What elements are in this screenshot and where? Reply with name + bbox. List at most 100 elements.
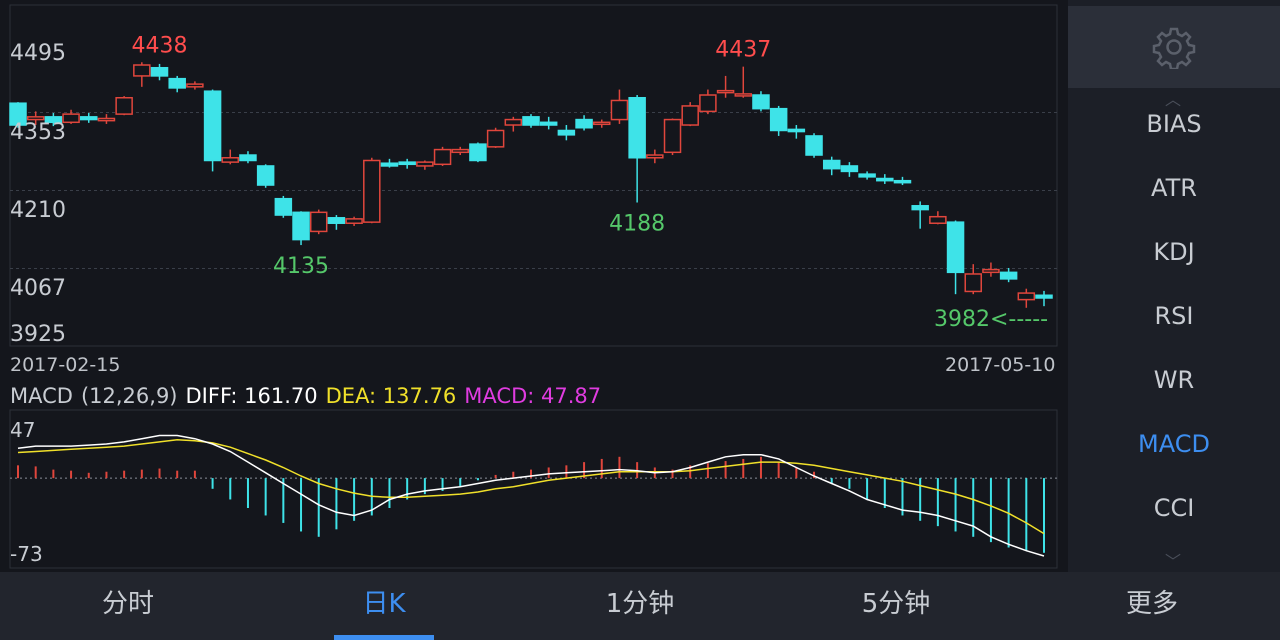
low-label-1: 4135 [273, 254, 329, 279]
candle-body [97, 117, 116, 122]
tab-timeshare[interactable]: 分时 [0, 572, 256, 640]
indicator-bias[interactable]: BIAS [1146, 110, 1202, 138]
candle-body [822, 159, 841, 170]
candle-body [1017, 292, 1036, 301]
active-tab-indicator [334, 635, 434, 640]
candle-body [964, 273, 982, 293]
candle-body [26, 116, 45, 121]
candle-body [840, 165, 859, 173]
dea-line [17, 438, 1045, 535]
candle-body [256, 165, 275, 186]
macd-title: MACD [10, 384, 73, 408]
candle-body [433, 148, 452, 166]
candle-body [469, 143, 487, 162]
diff-value: DIFF: 161.70 [185, 384, 318, 408]
kline-chart-area[interactable]: 4438 4135 4188 4437 3982<----- 4495 4353 421… [0, 0, 1068, 572]
chevron-down-icon[interactable]: ﹀ [1165, 552, 1182, 571]
diff-line [17, 434, 1045, 557]
candle-body [504, 118, 523, 126]
macd-axis-min: -73 [10, 542, 43, 566]
candle-body [398, 161, 416, 166]
candle-body [416, 161, 434, 167]
chevron-up-icon[interactable]: ︿ [1165, 90, 1182, 109]
high-label-2: 4437 [715, 38, 771, 63]
tab-more[interactable]: 更多 [1024, 572, 1280, 640]
indicator-sidebar [1068, 0, 1280, 572]
indicator-kdj[interactable]: KDJ [1153, 238, 1195, 266]
candle-body [345, 218, 363, 224]
start-date-label: 2017-02-15 [10, 354, 121, 376]
indicator-macd[interactable]: MACD [1138, 430, 1210, 458]
candle-body [610, 99, 629, 121]
candle-body [239, 154, 257, 162]
candle-body [115, 96, 133, 115]
candle-body [557, 129, 576, 136]
macd-panel-frame [9, 409, 1058, 569]
candle-body [9, 102, 27, 126]
candle-body [876, 177, 894, 182]
tab-timeshare-label: 分时 [101, 589, 154, 619]
candle-body [787, 128, 806, 133]
candle-body [186, 83, 204, 88]
price-axis-label-bottom: 3925 [10, 322, 66, 347]
candle-body [699, 94, 717, 113]
candle-body [380, 162, 399, 167]
candle-body [1035, 294, 1053, 299]
price-panel-frame [9, 4, 1058, 347]
candle-body [805, 135, 823, 156]
candle-body [628, 96, 646, 159]
candle-body [168, 77, 186, 89]
candle-body [203, 90, 222, 162]
end-date-label: 2017-05-10 [945, 354, 1056, 376]
candle-body [363, 159, 381, 223]
settings-button[interactable] [1068, 6, 1280, 88]
candle-body [486, 129, 505, 148]
candle-body [769, 107, 788, 132]
candle-body [292, 211, 310, 241]
candle-body [150, 66, 169, 77]
tab-5min[interactable]: 5分钟 [768, 572, 1024, 640]
tab-1min[interactable]: 1分钟 [512, 572, 768, 640]
price-axis-label-4: 4067 [10, 276, 66, 301]
candle-body [716, 89, 735, 94]
candle-body [858, 173, 876, 178]
candle-body [539, 121, 558, 126]
indicator-wr[interactable]: WR [1153, 366, 1195, 394]
macd-axis-max: 47 [10, 418, 36, 442]
candle-body [451, 148, 469, 154]
candle-body [681, 105, 699, 126]
tab-daily-k[interactable]: 日K [256, 572, 512, 640]
candle-body [893, 179, 912, 184]
dea-value: DEA: 137.76 [325, 384, 457, 408]
candle-body [44, 116, 63, 124]
candle-body [946, 221, 965, 274]
candle-body [752, 94, 770, 110]
candle-body [646, 154, 664, 159]
candle-body [274, 197, 293, 216]
candle-body [929, 215, 947, 224]
candle-body [62, 113, 80, 124]
tab-more-label: 更多 [1125, 589, 1178, 619]
candle-body [575, 118, 593, 129]
indicator-rsi[interactable]: RSI [1154, 302, 1194, 330]
candle-body [982, 268, 1000, 274]
candle-body [593, 121, 611, 126]
candle-body [663, 118, 682, 154]
candle-body [911, 205, 929, 211]
price-axis-label-top: 4495 [10, 41, 66, 66]
candle-body [327, 217, 346, 224]
gear-icon [1152, 27, 1196, 69]
tab-5min-label: 5分钟 [861, 589, 931, 619]
chart-svg[interactable]: 4438 4135 4188 4437 3982<----- [0, 0, 1068, 572]
indicator-cci[interactable]: CCI [1153, 494, 1195, 522]
candle-body [999, 271, 1018, 280]
macd-header: MACD (12,26,9) DIFF: 161.70 DEA: 137.76 MACD… [10, 384, 609, 408]
candle-body [734, 93, 753, 97]
price-axis-label-2: 4353 [10, 120, 66, 145]
tab-1min-label: 1分钟 [605, 589, 675, 619]
candle-body [133, 64, 151, 77]
indicator-atr[interactable]: ATR [1151, 174, 1197, 202]
bottom-tab-bar: 分时 日K 1分钟 5分钟 更多 [0, 572, 1280, 640]
last-low-label: 3982<----- [934, 307, 1048, 332]
macd-params: (12,26,9) [80, 384, 178, 408]
